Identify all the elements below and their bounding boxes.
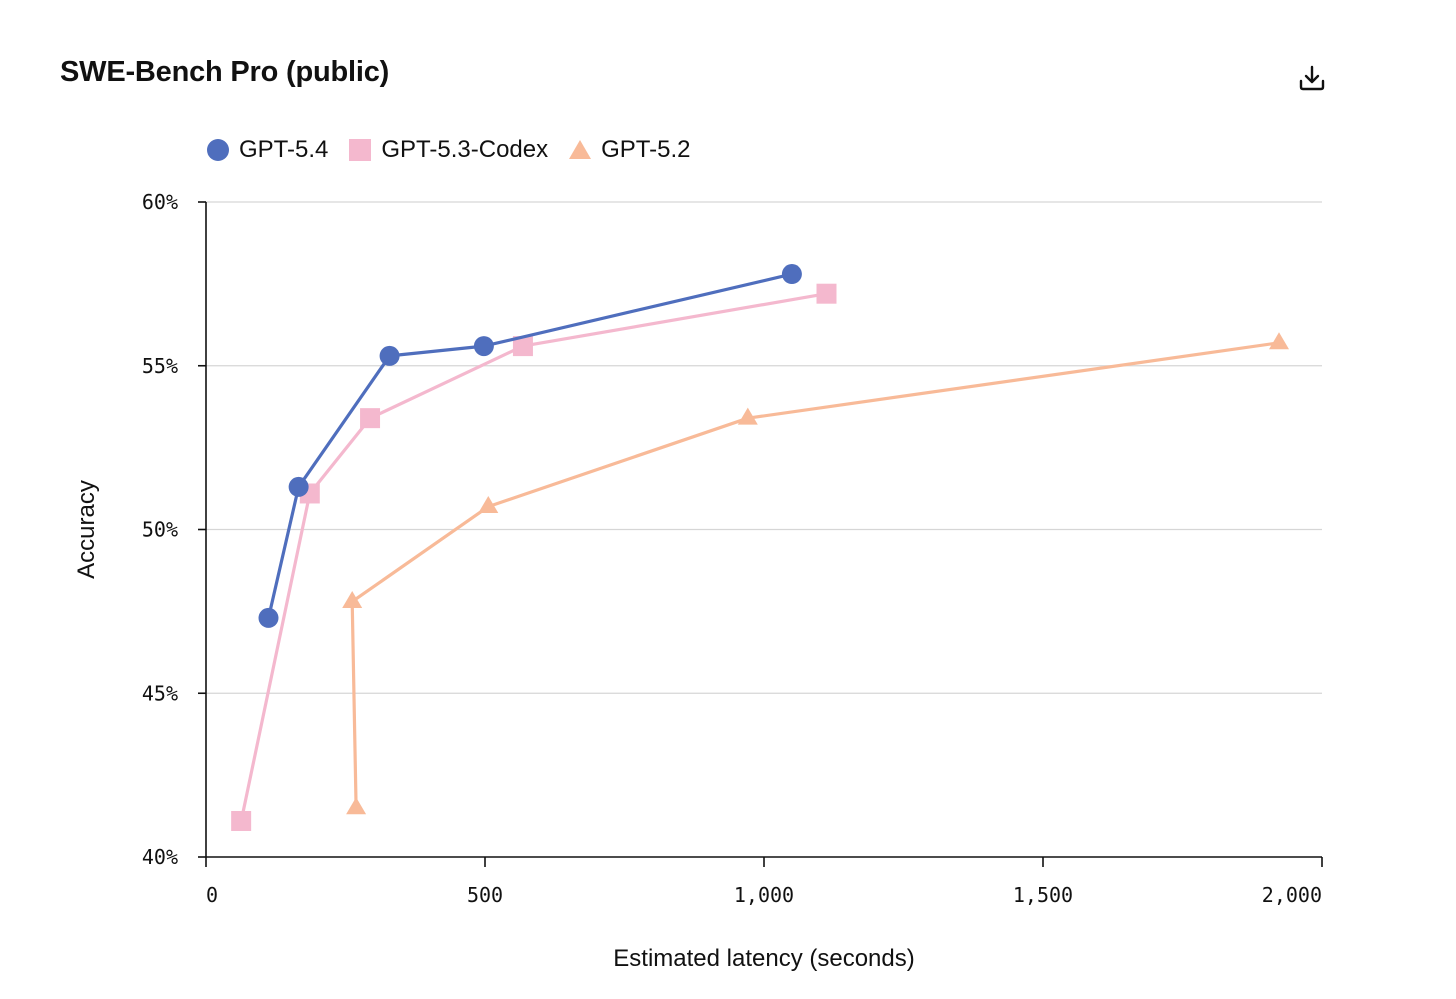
axis-labels: 40% 45% 50% 55% 60% 0 500 1,000 1,500 2,000 Estima… (73, 190, 1322, 972)
data-point[interactable] (288, 476, 309, 497)
x-tick-label: 2,000 (1262, 883, 1322, 907)
series-line (239, 292, 827, 822)
data-point[interactable] (512, 336, 533, 357)
y-tick-label: 55% (142, 354, 178, 378)
chart-legend: GPT-5.4 GPT-5.3-Codex GPT-5.2 (206, 136, 690, 164)
data-point[interactable] (781, 264, 802, 285)
y-tick-label: 45% (142, 681, 178, 705)
download-button[interactable] (1292, 58, 1332, 98)
circle-marker-icon (207, 139, 229, 161)
legend-label: GPT-5.2 (601, 136, 691, 163)
data-point[interactable] (473, 336, 494, 357)
data-point[interactable] (816, 283, 837, 304)
y-tick-label: 40% (142, 845, 178, 869)
series-line (350, 341, 1280, 808)
x-tick-label: 1,500 (1013, 883, 1073, 907)
data-point[interactable] (1269, 332, 1289, 350)
data-point[interactable] (478, 496, 499, 513)
y-tick-label: 50% (142, 518, 178, 542)
series-square (231, 283, 837, 831)
x-tick-label: 500 (467, 883, 503, 907)
x-tick-label: 1,000 (734, 883, 794, 907)
square-marker-icon (349, 139, 372, 161)
legend-item-gpt-5-4[interactable]: GPT-5.4 (206, 136, 328, 164)
series-layer (231, 264, 1289, 831)
data-point[interactable] (737, 407, 758, 425)
data-point[interactable] (360, 408, 381, 429)
data-point[interactable] (231, 810, 252, 831)
series-triangle (342, 332, 1289, 815)
data-point[interactable] (346, 797, 367, 815)
download-icon (1299, 65, 1325, 91)
triangle-marker-icon (569, 140, 592, 159)
chart-title: SWE-Bench Pro (public) (60, 56, 390, 88)
x-axis-title: Estimated latency (seconds) (613, 945, 914, 972)
x-tick-label: 0 (206, 883, 218, 907)
legend-label: GPT-5.4 (239, 136, 329, 163)
data-point[interactable] (342, 591, 363, 608)
data-point[interactable] (379, 345, 400, 366)
y-tick-label: 60% (142, 190, 178, 214)
grid-lines (206, 201, 1322, 694)
y-axis-title: Accuracy (73, 480, 100, 579)
legend-item-gpt-5-2[interactable]: GPT-5.2 (568, 136, 690, 164)
data-point[interactable] (258, 607, 279, 628)
series-circle (258, 264, 802, 628)
legend-item-gpt-5-3-codex[interactable]: GPT-5.3-Codex (348, 136, 548, 164)
axes (198, 201, 1323, 867)
legend-label: GPT-5.3-Codex (381, 136, 549, 163)
